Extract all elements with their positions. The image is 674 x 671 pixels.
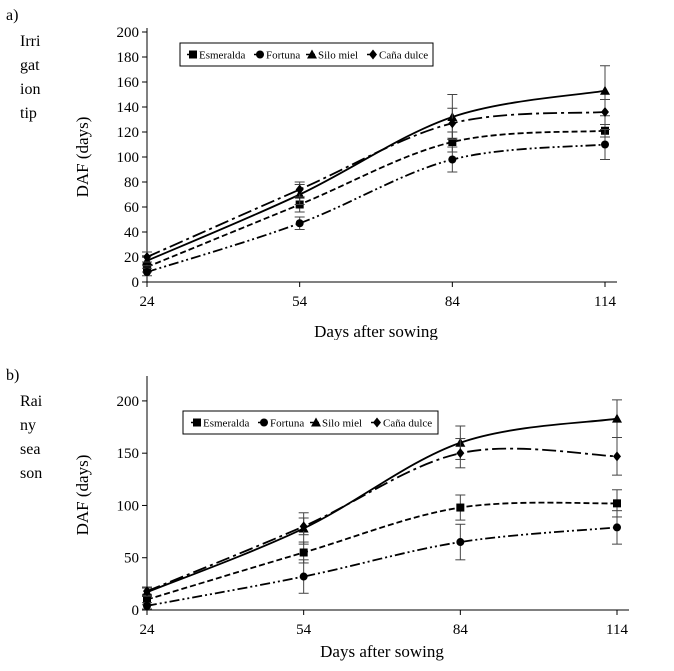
x-tick-label: 24 (140, 294, 156, 310)
x-tick-label: 54 (296, 622, 312, 638)
panel-caption-line: gat (20, 57, 40, 74)
x-tick-label: 84 (453, 622, 469, 638)
legend-entry: Silo miel (318, 50, 358, 62)
y-tick-label: 50 (124, 551, 139, 567)
series-ca-a-dulce (142, 437, 622, 597)
y-axis-title: DAF (days) (73, 117, 92, 198)
y-tick-label: 0 (132, 275, 140, 291)
y-tick-label: 180 (117, 50, 140, 66)
y-tick-label: 150 (117, 446, 140, 462)
panel-caption-line: ion (20, 81, 40, 98)
data-point (613, 499, 621, 508)
x-tick-label: 114 (606, 622, 628, 638)
legend-marker (373, 417, 381, 428)
legend-marker (256, 50, 264, 59)
panel-letter: b) (6, 367, 19, 384)
x-tick-label: 24 (140, 622, 156, 638)
data-point (612, 413, 622, 423)
legend: Esmeralda Fortuna Silo miel Caña dulce (182, 410, 439, 435)
panel-caption-line: sea (20, 441, 40, 458)
series-line (146, 526, 618, 607)
legend-marker (193, 418, 201, 427)
y-axis-title: DAF (days) (73, 455, 92, 536)
legend-marker (189, 50, 197, 59)
y-tick-label: 80 (124, 175, 139, 191)
panel-caption-line: son (20, 465, 42, 482)
data-point (448, 155, 457, 164)
data-point (601, 107, 609, 117)
x-tick-label: 54 (292, 294, 308, 310)
chart-irrigation: a)Irri gat ion tip 0 20 40 60 80 100 120 140 160 180 2… (6, 7, 617, 340)
data-point (143, 595, 151, 604)
data-point (143, 586, 151, 597)
series-fortuna (142, 129, 610, 277)
y-tick-label: 160 (117, 75, 140, 91)
legend-marker (311, 417, 321, 427)
data-point (613, 523, 621, 532)
data-point (456, 448, 465, 459)
data-point (299, 521, 308, 532)
data-point (143, 601, 151, 610)
data-point (143, 252, 151, 262)
legend-marker (307, 49, 317, 59)
x-axis-title: Days after sowing (314, 322, 438, 340)
y-tick-label: 40 (124, 225, 139, 241)
data-point (295, 219, 304, 228)
legend-entry: Caña dulce (379, 50, 428, 62)
legend-entry: Caña dulce (383, 418, 432, 430)
data-point (456, 538, 465, 547)
series-esmeralda (142, 124, 610, 273)
legend-entry: Esmeralda (203, 418, 250, 430)
y-tick-label: 200 (117, 25, 140, 41)
data-point (143, 263, 151, 271)
data-point (600, 85, 610, 95)
y-tick-label: 100 (117, 150, 140, 166)
series-line (146, 417, 618, 594)
y-tick-label: 200 (117, 394, 140, 410)
panel-caption-line: Rai (20, 393, 43, 410)
series-fortuna (142, 510, 622, 610)
series-esmeralda (142, 489, 622, 606)
y-tick-label: 20 (124, 250, 139, 266)
series-line (146, 129, 606, 268)
legend-entry: Fortuna (270, 418, 304, 430)
y-tick-label: 0 (132, 603, 140, 619)
data-point (456, 503, 465, 512)
series-silo-miel (142, 65, 610, 267)
data-point (448, 118, 457, 129)
y-tick-label: 140 (117, 100, 140, 116)
data-point (299, 548, 308, 557)
y-tick-label: 120 (117, 125, 140, 141)
data-point (143, 268, 151, 276)
legend-entry: Silo miel (322, 418, 362, 430)
series-ca-a-dulce (142, 99, 610, 263)
y-tick-label: 60 (124, 200, 139, 216)
series-line (146, 89, 606, 262)
legend-entry: Fortuna (266, 50, 300, 62)
legend-marker (369, 49, 377, 60)
series-line (146, 143, 606, 273)
series-line (146, 111, 606, 258)
data-point (613, 451, 621, 462)
chart-rainy-season: b)Rai ny sea son 0 50 100 150 200 24 54 84 114 Days a… (6, 367, 629, 661)
panel-caption-line: ny (20, 417, 36, 434)
legend-entry: Esmeralda (199, 50, 246, 62)
series-line (146, 447, 618, 593)
panel-caption-line: tip (20, 105, 37, 122)
panel-caption-line: Irri (20, 33, 41, 50)
x-tick-label: 114 (594, 294, 616, 310)
x-tick-label: 84 (445, 294, 461, 310)
data-point (448, 138, 457, 146)
data-point (299, 572, 308, 581)
legend: Esmeralda Fortuna Silo miel Caña dulce (179, 42, 434, 67)
series-line (146, 501, 618, 601)
legend-marker (260, 418, 268, 427)
x-axis-title: Days after sowing (320, 642, 444, 661)
data-point (601, 140, 609, 149)
panel-letter: a) (6, 7, 18, 24)
y-tick-label: 100 (117, 498, 140, 514)
data-point (295, 184, 304, 195)
